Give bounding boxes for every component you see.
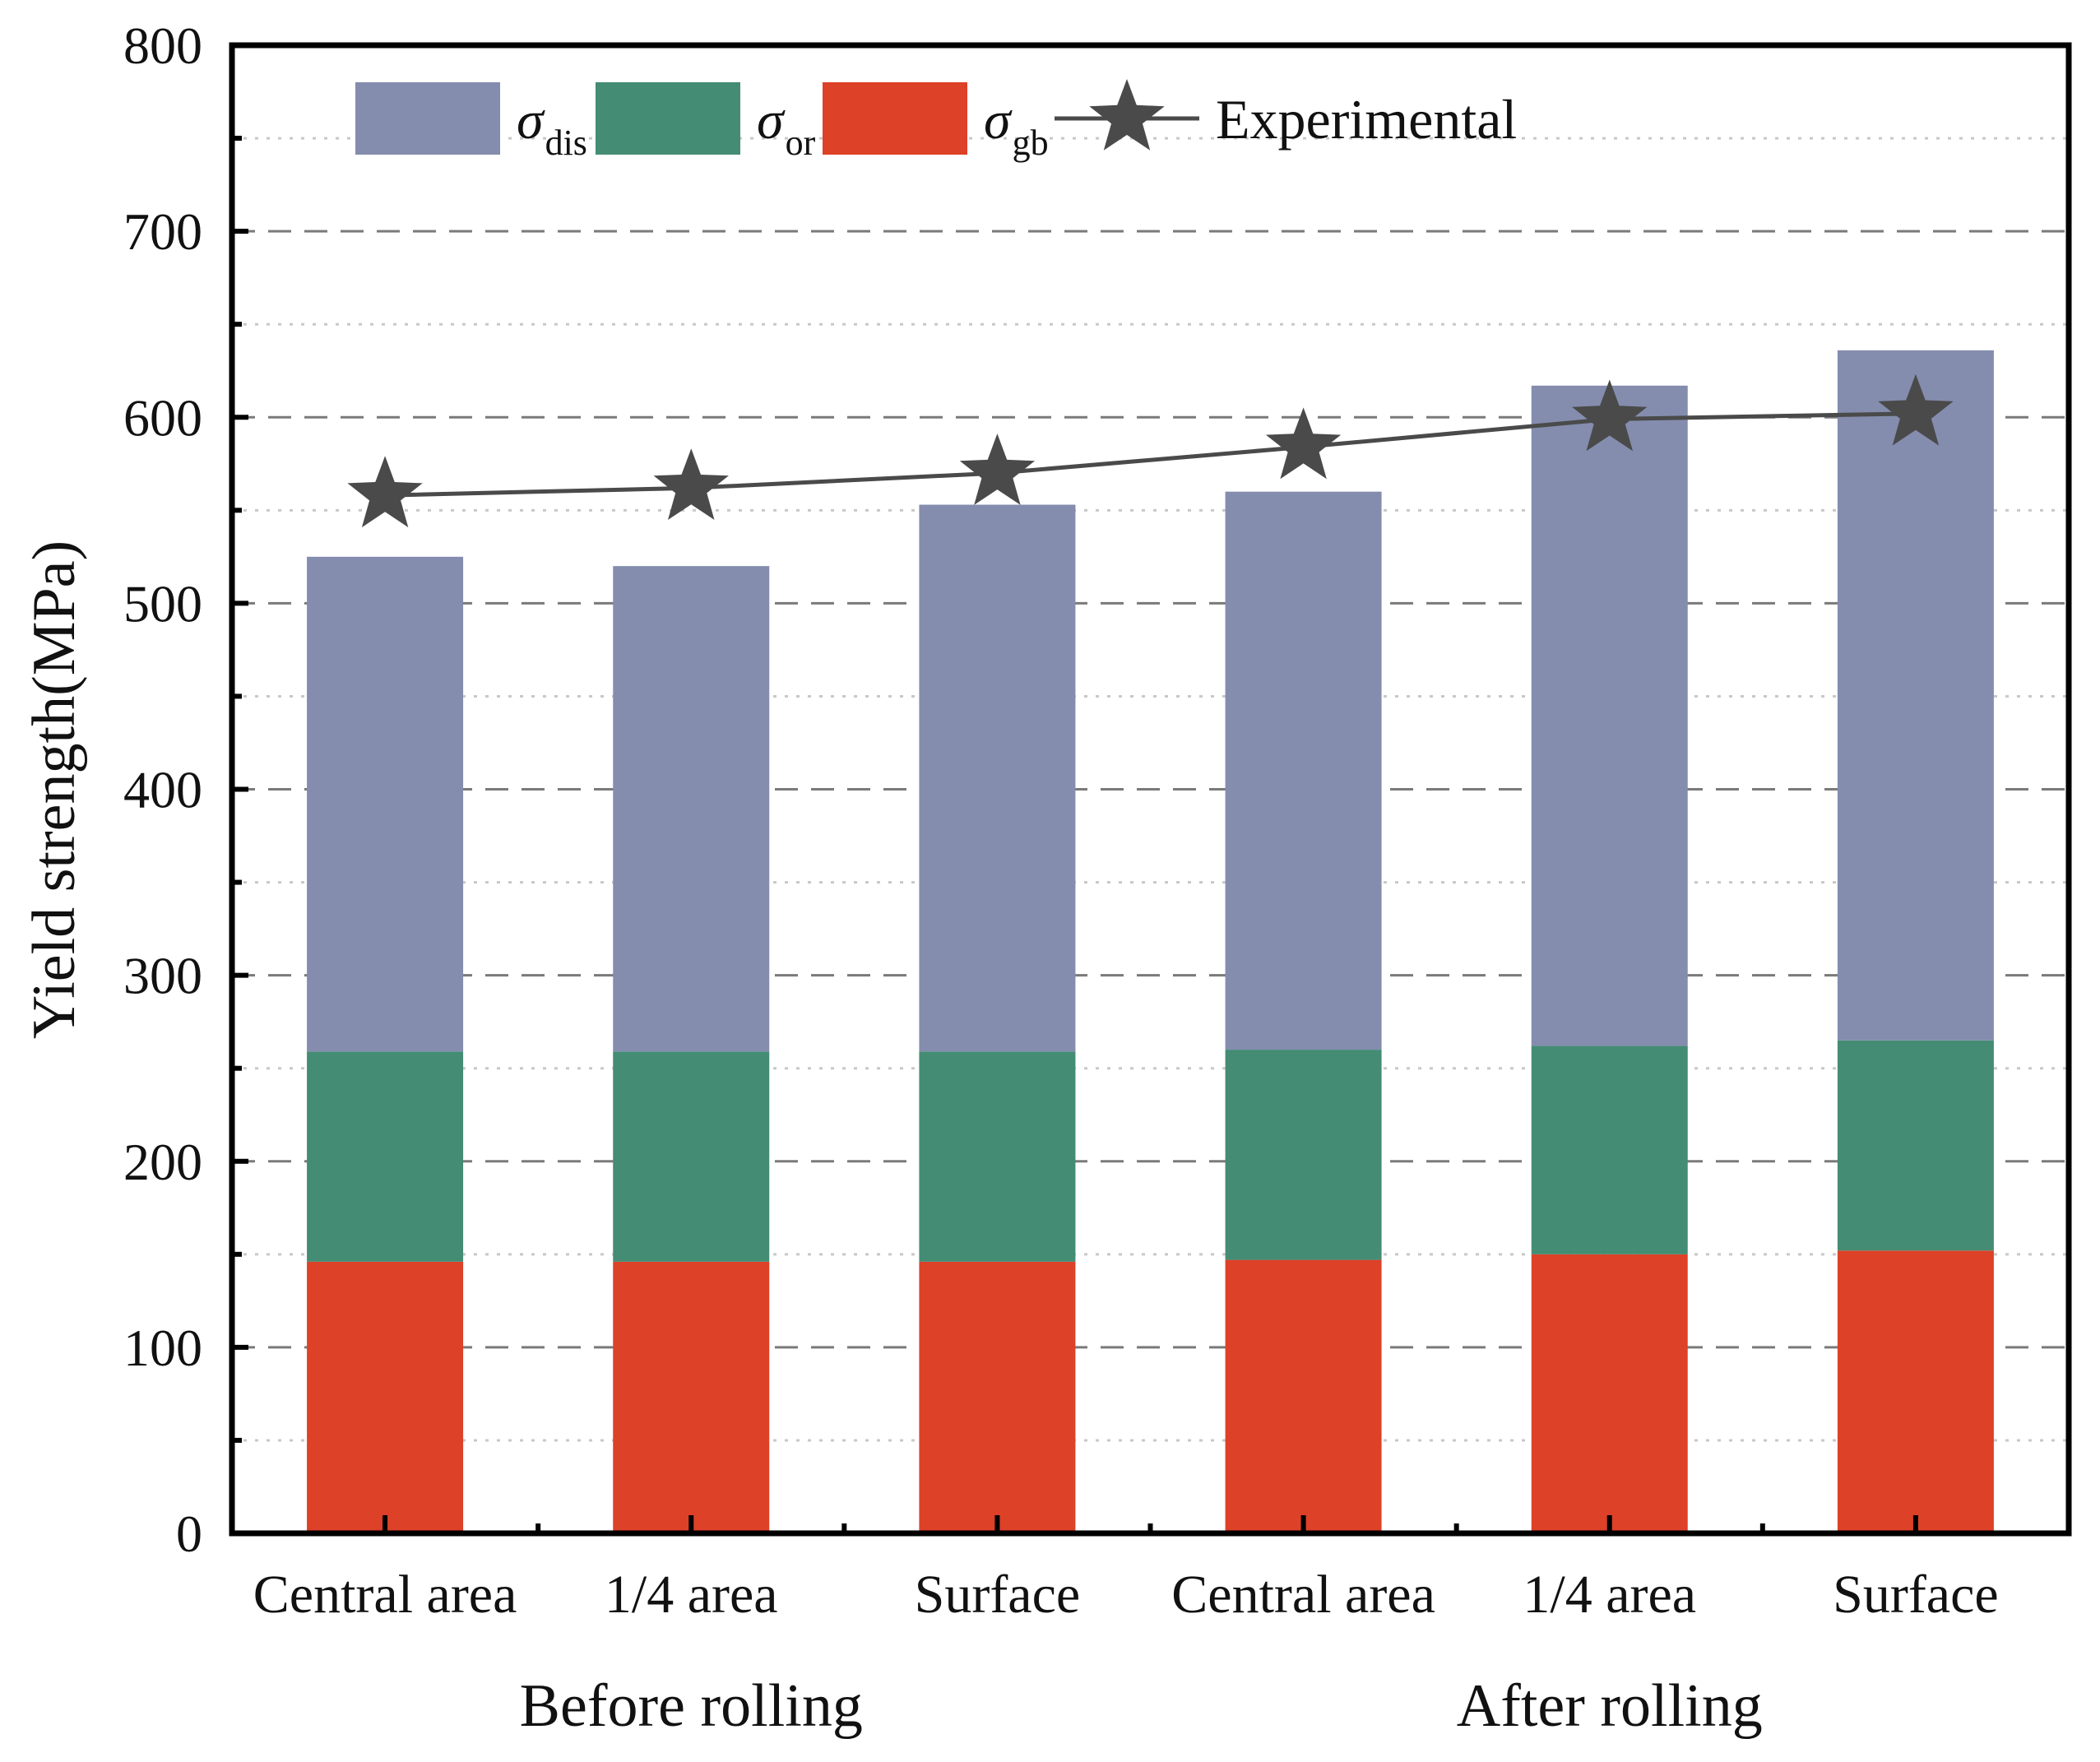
x-tick-label: 1/4 area [605,1565,778,1625]
x-tick-labels: Central area 1/4 area Surface Central area 1… [253,1565,1999,1625]
y-tick-label: 200 [123,1133,202,1191]
group-label: After rolling [1457,1672,1763,1740]
experimental-point-1 [653,448,729,520]
y-tick-label: 100 [123,1319,202,1377]
legend-swatch-gb [823,82,967,155]
bar-dis-4 [1531,385,1688,1046]
experimental-line [385,411,1916,498]
bar-or-0 [307,1051,464,1262]
bar-dis-0 [307,556,464,1052]
y-tick-label: 400 [123,761,202,819]
bar-dis-3 [1225,491,1382,1050]
legend-swatch-or [596,82,740,155]
gridlines [232,137,2069,1442]
bar-or-2 [919,1051,1076,1262]
bar-dis-2 [919,504,1076,1052]
axis-ticks [232,43,1918,1536]
experimental-line-layer [347,373,1954,528]
y-tick-label: 500 [123,574,202,633]
x-tick-label: Central area [1171,1565,1435,1625]
legend-label-gb: σgb [984,90,1049,163]
y-tick-label: 700 [123,202,202,261]
experimental-point-4 [1572,379,1648,452]
bar-or-1 [613,1051,770,1262]
bars [307,350,1994,1533]
legend-subscript-gb: gb [1013,123,1049,163]
x-tick-label: Surface [1833,1565,1999,1625]
legend-label-or: σor [757,90,816,163]
y-tick-label: 600 [123,388,202,447]
y-tick-label: 800 [123,16,202,75]
bar-gb-3 [1225,1259,1382,1533]
bar-gb-2 [919,1261,1076,1533]
bar-gb-5 [1837,1250,1994,1533]
bar-or-3 [1225,1050,1382,1260]
x-tick-label: 1/4 area [1523,1565,1696,1625]
legend-label-dis: σdis [517,90,587,163]
experimental-point-5 [1878,373,1954,446]
x-tick-label: Surface [915,1565,1081,1625]
experimental-point-2 [959,434,1036,505]
bar-gb-4 [1531,1254,1688,1533]
legend-subscript-or: or [786,123,816,163]
legend-swatch-dis [355,82,500,155]
bar-or-5 [1837,1040,1994,1251]
y-tick-labels: 0 100 200 300 400 500 600 700 800 [123,16,202,1563]
group-labels: Before rolling After rolling [520,1672,1763,1740]
legend-label-experimental: Experimental [1216,88,1517,151]
bar-or-4 [1531,1046,1688,1254]
group-label: Before rolling [520,1672,863,1740]
y-tick-label: 0 [176,1505,202,1563]
legend-star-icon [1089,79,1165,151]
experimental-point-3 [1265,407,1342,480]
bar-gb-1 [613,1261,770,1533]
legend: σdis σor σgb Experimental [355,79,1517,163]
y-axis-title: Yield strength(MPa) [21,540,88,1039]
legend-subscript-dis: dis [545,123,587,163]
experimental-point-0 [347,456,423,528]
y-tick-label: 300 [123,947,202,1005]
x-tick-label: Central area [253,1565,517,1625]
bar-dis-5 [1837,350,1994,1041]
bar-gb-0 [307,1261,464,1533]
bar-dis-1 [613,566,770,1052]
